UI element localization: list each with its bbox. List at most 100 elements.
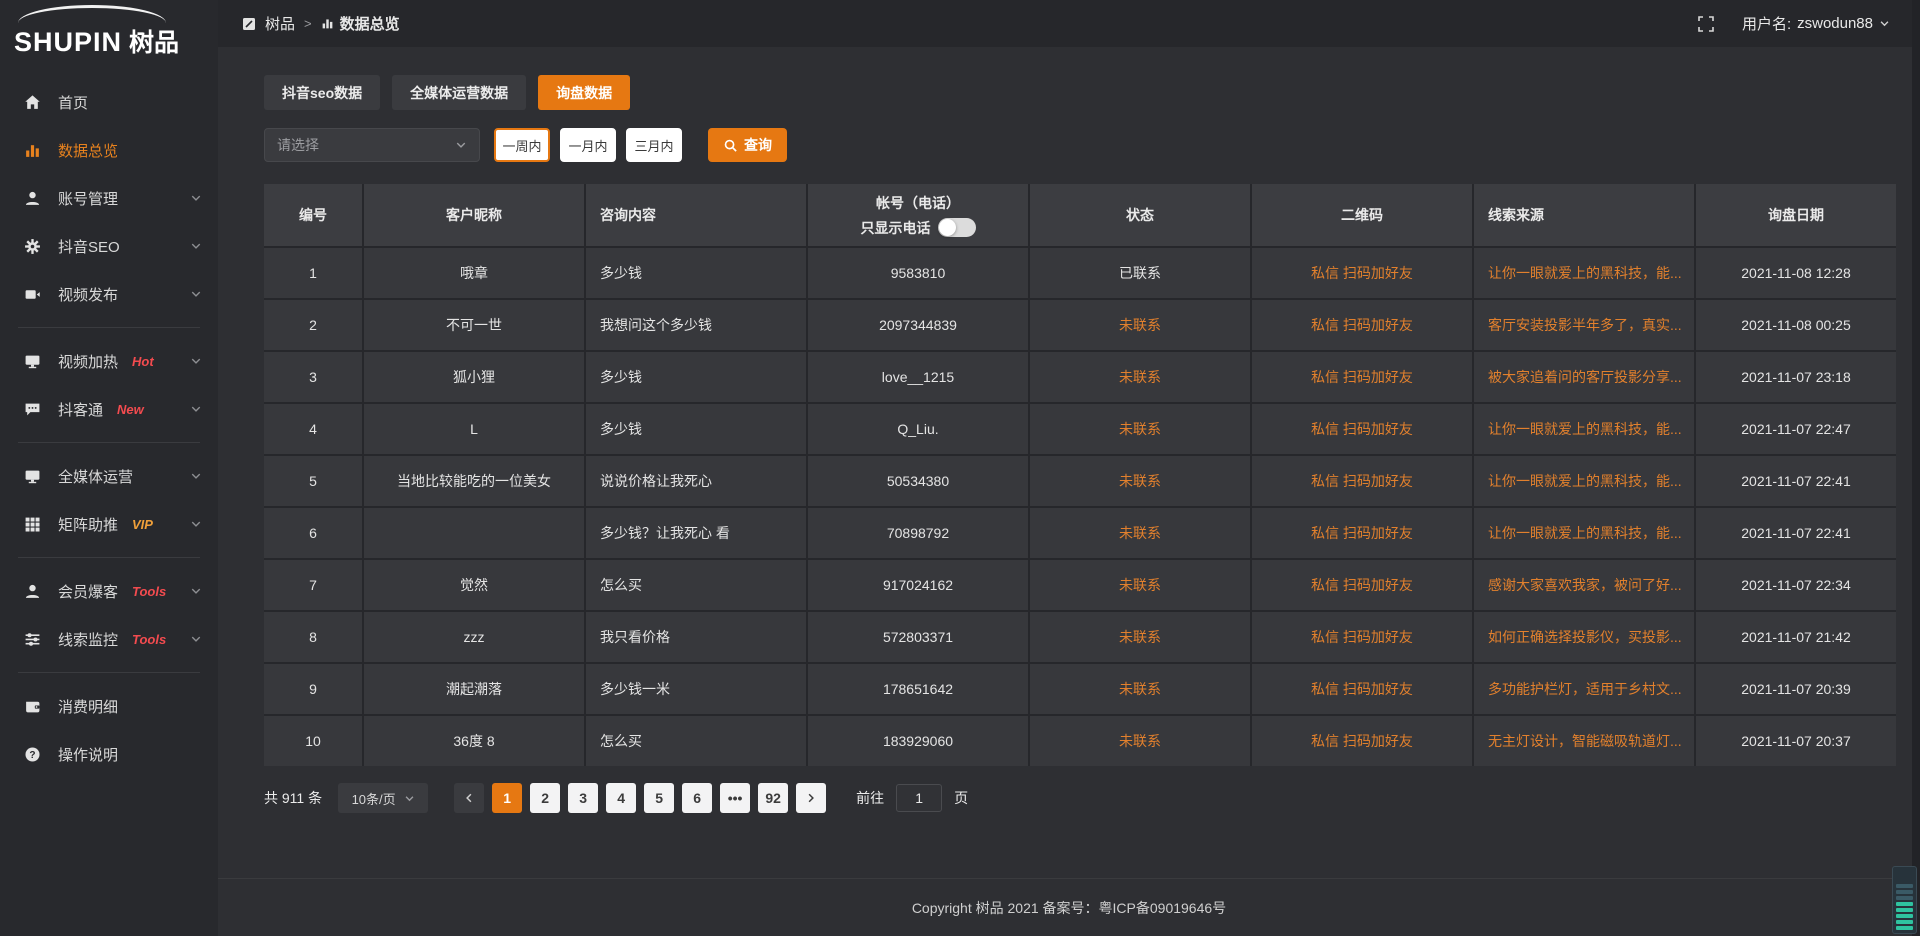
column-header-phone-label: 帐号（电话） [876,194,960,211]
pager-ellipsis[interactable]: ••• [720,783,751,813]
cell-nickname: zzz [364,612,584,662]
cell-nickname [364,508,584,558]
pager-page-5[interactable]: 5 [644,783,675,813]
cell-nickname: 哦章 [364,248,584,298]
source-link[interactable]: 让你一眼就爱上的黑科技，能... [1488,525,1682,541]
pager-prev-button[interactable] [454,783,485,813]
pager-page-92[interactable]: 92 [758,783,789,813]
tab-douyin-seo-data[interactable]: 抖音seo数据 [264,75,381,110]
qr-add-friend-link[interactable]: 私信 扫码加好友 [1311,421,1413,437]
cell-content: 怎么买 [586,560,806,610]
qr-add-friend-link[interactable]: 私信 扫码加好友 [1311,317,1413,333]
cell-phone: love__1215 [808,352,1028,402]
date-range-button-0[interactable]: 一周内 [494,128,550,162]
source-link[interactable]: 客厅安装投影半年多了，真实... [1488,317,1682,333]
cell-id: 2 [264,300,362,350]
sidebar-item-omni-media-operation[interactable]: 全媒体运营 [0,452,218,500]
pager-page-3[interactable]: 3 [568,783,599,813]
cell-status: 未联系 [1030,716,1250,766]
column-header-status: 状态 [1030,184,1250,246]
qr-add-friend-link[interactable]: 私信 扫码加好友 [1311,629,1413,645]
fullscreen-icon[interactable] [1698,15,1714,32]
date-range-button-2[interactable]: 三月内 [626,128,682,162]
chevron-down-icon [405,795,414,801]
page-scrollbar[interactable] [1912,0,1920,936]
pager-page-6[interactable]: 6 [682,783,713,813]
cell-qrcode: 私信 扫码加好友 [1252,300,1472,350]
sidebar-item-clue-monitor[interactable]: 线索监控 Tools [0,615,218,663]
sidebar-badge: Tools [132,583,167,599]
sidebar-divider [18,557,200,558]
sliders-icon [24,631,44,648]
topbar-right: 用户名: zswodun88 [1698,13,1890,34]
sidebar-item-account-management[interactable]: 账号管理 [0,174,218,222]
pager-page-1[interactable]: 1 [492,783,523,813]
query-button[interactable]: 查询 [708,128,787,162]
page-size-select[interactable]: 10条/页 [338,783,429,813]
sidebar-item-douyin-seo[interactable]: 抖音SEO [0,222,218,270]
pager-next-button[interactable] [796,783,827,813]
sidebar-item-data-overview[interactable]: 数据总览 [0,126,218,174]
qr-add-friend-link[interactable]: 私信 扫码加好友 [1311,733,1413,749]
sidebar-item-matrix-boost[interactable]: 矩阵助推 VIP [0,500,218,548]
column-header-date: 询盘日期 [1696,184,1896,246]
chevron-down-icon [190,192,202,204]
goto-page-input[interactable] [896,784,943,812]
logo-text-en: SHUPIN [14,27,123,57]
qr-add-friend-link[interactable]: 私信 扫码加好友 [1311,525,1413,541]
qr-add-friend-link[interactable]: 私信 扫码加好友 [1311,473,1413,489]
mini-gauge-widget [1892,866,1917,934]
user-menu[interactable]: 用户名: zswodun88 [1742,13,1890,34]
source-link[interactable]: 感谢大家喜欢我家，被问了好... [1488,577,1682,593]
cell-date: 2021-11-07 22:34 [1696,560,1896,610]
source-link[interactable]: 让你一眼就爱上的黑科技，能... [1488,265,1682,281]
sidebar-item-douketong[interactable]: 抖客通 New [0,385,218,433]
sidebar-item-consumption-detail[interactable]: 消费明细 [0,682,218,730]
qr-add-friend-link[interactable]: 私信 扫码加好友 [1311,265,1413,281]
cell-id: 4 [264,404,362,454]
source-link[interactable]: 如何正确选择投影仪，买投影... [1488,629,1682,645]
sidebar-item-home[interactable]: 首页 [0,78,218,126]
sidebar-item-member-baoke[interactable]: 会员爆客 Tools [0,567,218,615]
question-icon: ? [24,746,44,763]
cell-status: 未联系 [1030,508,1250,558]
pager-page-4[interactable]: 4 [606,783,637,813]
phone-only-toggle[interactable] [937,218,976,237]
query-button-label: 查询 [744,137,772,153]
source-link[interactable]: 让你一眼就爱上的黑科技，能... [1488,421,1682,437]
source-link[interactable]: 多功能护栏灯，适用于乡村文... [1488,681,1682,697]
pager-page-2[interactable]: 2 [530,783,561,813]
chevron-right-icon [808,793,815,803]
source-link[interactable]: 让你一眼就爱上的黑科技，能... [1488,473,1682,489]
cell-phone: 9583810 [808,248,1028,298]
cell-id: 7 [264,560,362,610]
monitor-icon [24,353,44,370]
cell-date: 2021-11-07 22:41 [1696,456,1896,506]
qr-add-friend-link[interactable]: 私信 扫码加好友 [1311,681,1413,697]
sidebar-item-video-publish[interactable]: 视频发布 [0,270,218,318]
sidebar-item-label: 抖音SEO [58,238,120,256]
cell-status: 未联系 [1030,560,1250,610]
chevron-down-icon [190,633,202,645]
sidebar-item-video-heating[interactable]: 视频加热 Hot [0,337,218,385]
column-header-id: 编号 [264,184,362,246]
sidebar-item-label: 抖客通 [58,401,104,419]
source-link[interactable]: 无主灯设计，智能磁吸轨道灯... [1488,733,1682,749]
sidebar-divider [18,327,200,328]
source-link[interactable]: 被大家追着问的客厅投影分享... [1488,369,1682,385]
cell-status: 未联系 [1030,404,1250,454]
breadcrumb-root[interactable]: 树品 [265,16,296,33]
qr-add-friend-link[interactable]: 私信 扫码加好友 [1311,369,1413,385]
user-icon [24,190,44,207]
tab-inquiry-data[interactable]: 询盘数据 [538,75,631,110]
cell-status: 未联系 [1030,456,1250,506]
date-range-button-1[interactable]: 一月内 [560,128,616,162]
sidebar-item-operation-guide[interactable]: ? 操作说明 [0,730,218,778]
tab-omni-media-data[interactable]: 全媒体运营数据 [392,75,527,110]
svg-text:?: ? [29,750,35,761]
sidebar-item-label: 消费明细 [58,698,119,716]
qr-add-friend-link[interactable]: 私信 扫码加好友 [1311,577,1413,593]
filter-select[interactable]: 请选择 [264,128,480,162]
sidebar-item-label: 视频加热 [58,353,119,371]
cell-source: 客厅安装投影半年多了，真实... [1474,300,1694,350]
